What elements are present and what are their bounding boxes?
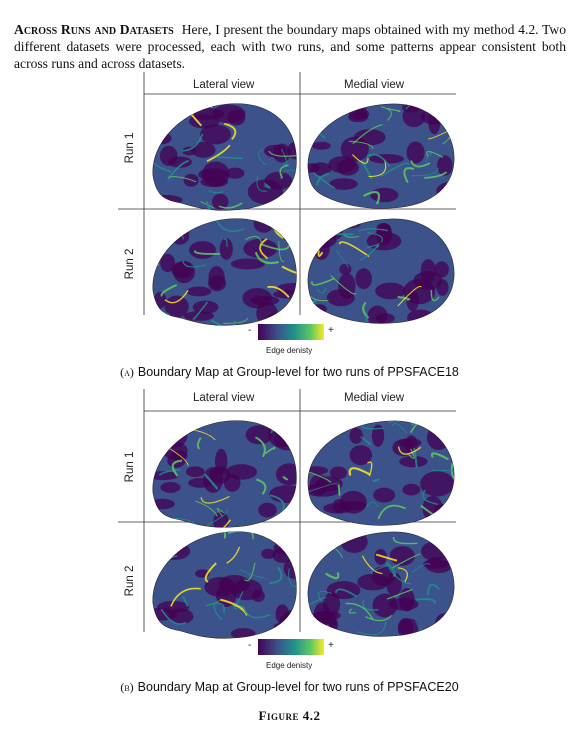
colorbar-b — [258, 639, 324, 655]
row-label-run2: Run 2 — [124, 565, 136, 597]
colorbar-label: Edge denisty — [266, 346, 313, 355]
brain-lateral-run1 — [152, 103, 297, 211]
caption-a: (a) Boundary Map at Group-level for two r… — [0, 365, 579, 380]
panel-a-grid — [118, 72, 456, 340]
brain-lateral-run1 — [152, 420, 297, 528]
brain-medial-run2 — [307, 531, 455, 637]
colorbar-max-label: + — [328, 325, 334, 336]
row-label-run2: Run 2 — [124, 248, 136, 280]
view-header-lateral: Lateral view — [193, 79, 255, 91]
caption-a-text: Boundary Map at Group-level for two runs… — [137, 365, 459, 379]
colorbar-min-label: - — [248, 640, 252, 651]
brain-medial-run2 — [307, 218, 455, 324]
caption-b-letter: (b) — [120, 680, 134, 694]
row-label-run1: Run 1 — [124, 451, 136, 483]
figure-panel-a: Lateral view Medial view Run 1 Run 2 - +… — [118, 72, 456, 360]
colorbar-label: Edge denisty — [266, 661, 313, 670]
brain-lateral-run2 — [152, 218, 297, 326]
colorbar-a — [258, 324, 324, 340]
figure-panel-b: Lateral view Medial view Run 1 Run 2 - +… — [118, 389, 456, 677]
brain-medial-run1 — [307, 103, 455, 209]
paragraph-body: Here, I present the boundary maps obtain… — [14, 21, 566, 71]
view-header-medial: Medial view — [344, 392, 405, 404]
paragraph-heading: Across Runs and Datasets — [14, 21, 174, 37]
panel-b-grid — [118, 389, 456, 655]
colorbar-min-label: - — [248, 325, 252, 336]
caption-b-text: Boundary Map at Group-level for two runs… — [137, 680, 459, 694]
brain-lateral-run2 — [152, 531, 297, 639]
figure-label: Figure 4.2 — [258, 708, 321, 723]
brain-medial-run1 — [307, 420, 455, 526]
view-header-lateral: Lateral view — [193, 392, 255, 404]
colorbar-max-label: + — [328, 640, 334, 651]
caption-b: (b) Boundary Map at Group-level for two r… — [0, 680, 579, 695]
view-header-medial: Medial view — [344, 79, 405, 91]
caption-a-letter: (a) — [120, 365, 134, 379]
intro-paragraph: Across Runs and Datasets Here, I present … — [14, 21, 566, 72]
row-label-run1: Run 1 — [124, 132, 136, 164]
